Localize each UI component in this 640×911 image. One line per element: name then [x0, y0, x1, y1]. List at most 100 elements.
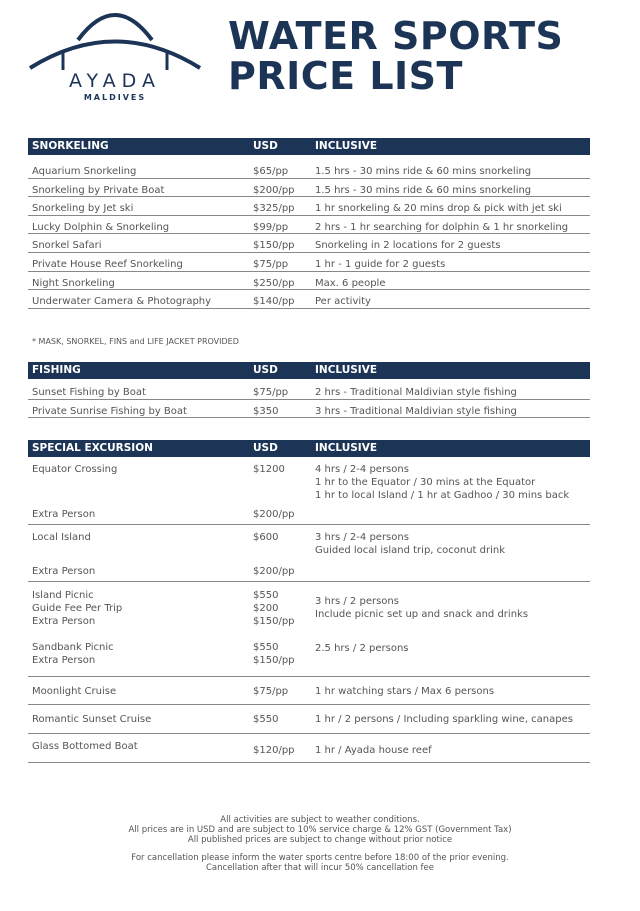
header-usd: USD — [253, 442, 278, 454]
activity-price: $150/pp — [253, 240, 295, 252]
activity-inclusive: 3 hrs / 2-4 persons — [315, 532, 409, 543]
table-header: SPECIAL EXCURSION USD INCLUSIVE — [28, 440, 590, 457]
extra-price: $200/pp — [253, 566, 295, 577]
activity-price: $65/pp — [253, 166, 289, 177]
footer-line: Cancellation after that will incur 50% c… — [205, 863, 434, 873]
activity-price: $99/pp — [253, 221, 289, 233]
activity-inclusive: Include picnic set up and snack and drin… — [315, 609, 529, 620]
page-title-line2: PRICE LIST — [228, 54, 463, 98]
activity-inclusive: 1 hr - 1 guide for 2 guests — [315, 258, 446, 270]
table-row: Private House Reef Snorkeling $75/pp 1 hr … — [28, 253, 590, 272]
activity-name: Underwater Camera & Photography — [32, 296, 212, 308]
header-activity: FISHING — [32, 364, 81, 376]
table-row: Island Picnic Guide Fee Per Trip Extra P… — [28, 582, 590, 677]
activity-inclusive: 1 hr / Ayada house reef — [315, 745, 432, 756]
activity-price: $75/pp — [253, 387, 289, 398]
activity-name: Night Snorkeling — [32, 277, 115, 289]
extra-person: Extra Person — [32, 566, 96, 577]
activity-inclusive: 1 hr watching stars / Max 6 persons — [315, 686, 495, 697]
activity-inclusive: 2.5 hrs / 2 persons — [315, 643, 409, 654]
activity-price: $75/pp — [253, 686, 289, 697]
activity-price: $1200 — [253, 464, 285, 475]
activity-inclusive: Per activity — [315, 296, 371, 308]
activity-price: $75/pp — [253, 258, 289, 270]
activity-inclusive: 1.5 hrs - 30 mins ride & 60 mins snorkel… — [315, 166, 532, 177]
table-row: Romantic Sunset Cruise $550 1 hr / 2 per… — [28, 705, 590, 734]
footer-line: For cancellation please inform the water… — [131, 853, 509, 863]
table-header: SNORKELING USD INCLUSIVE — [28, 138, 590, 155]
activity-price: $325/pp — [253, 203, 295, 215]
activity-price: $550 — [253, 714, 279, 725]
activity-price: $600 — [253, 532, 279, 543]
header-inclusive: INCLUSIVE — [315, 364, 378, 376]
table-row: Glass Bottomed Boat $120/pp 1 hr / Ayada… — [28, 734, 590, 763]
activity-price: $120/pp — [253, 745, 295, 756]
activity-name: Glass Bottomed Boat — [32, 741, 138, 752]
table-row: Snorkeling by Private Boat $200/pp 1.5 hrs… — [28, 179, 590, 198]
activity-price: $250/pp — [253, 277, 295, 289]
footer-line: All published prices are subject to chan… — [187, 835, 453, 845]
activity-price: $140/pp — [253, 296, 295, 308]
activity-name: Snorkel Safari — [32, 240, 102, 252]
activity-name: Local Island — [32, 532, 91, 543]
activity-price: $550 — [253, 590, 279, 601]
activity-name: Extra Person — [32, 616, 96, 627]
activity-price: $350 — [253, 405, 279, 417]
activity-name: Private Sunrise Fishing by Boat — [32, 405, 187, 417]
table-row: Aquarium Snorkeling $65/pp 1.5 hrs - 30 mi… — [28, 160, 590, 179]
activity-name: Moonlight Cruise — [32, 686, 117, 697]
activity-name: Snorkeling by Jet ski — [32, 203, 134, 215]
footer-line: All activities are subject to weather co… — [220, 815, 420, 825]
footer-cancellation: For cancellation please inform the water… — [0, 853, 640, 873]
activity-price: $200/pp — [253, 184, 295, 196]
activity-name: Snorkeling by Private Boat — [32, 184, 165, 196]
activity-name: Lucky Dolphin & Snorkeling — [32, 221, 170, 233]
footer-line: All prices are in USD and are subject to… — [128, 825, 512, 835]
activity-price: $150/pp — [253, 655, 295, 666]
activity-price: $150/pp — [253, 616, 295, 627]
brand-name: AYADA — [69, 70, 161, 92]
fishing-table: FISHING USD INCLUSIVE Sunset Fishing by … — [28, 362, 590, 418]
activity-name: Sandbank Picnic — [32, 642, 114, 653]
activity-inclusive: 3 hrs / 2 persons — [315, 596, 399, 607]
table-header: FISHING USD INCLUSIVE — [28, 362, 590, 379]
activity-name: Aquarium Snorkeling — [32, 166, 137, 177]
footer-terms: All activities are subject to weather co… — [0, 815, 640, 845]
activity-inclusive: 3 hrs - Traditional Maldivian style fish… — [315, 405, 517, 417]
table-row: Sunset Fishing by Boat $75/pp 2 hrs - Trad… — [28, 381, 590, 400]
activity-name: Island Picnic — [32, 590, 94, 601]
activity-price: $550 — [253, 642, 279, 653]
header-usd: USD — [253, 140, 278, 152]
activity-inclusive: 1.5 hrs - 30 mins ride & 60 mins snorkel… — [315, 184, 532, 196]
table-row: Night Snorkeling $250/pp Max. 6 people — [28, 272, 590, 291]
snorkeling-table: SNORKELING USD INCLUSIVE Aquarium Snorke… — [28, 138, 590, 309]
activity-inclusive: 1 hr to the Equator / 30 mins at the Equ… — [315, 477, 536, 488]
table-row: Snorkel Safari $150/pp Snorkeling in 2 loc… — [28, 234, 590, 253]
activity-inclusive: 2 hrs - 1 hr searching for dolphin & 1 h… — [315, 221, 569, 233]
activity-inclusive: Snorkeling in 2 locations for 2 guests — [315, 240, 501, 252]
table-row: Snorkeling by Jet ski $325/pp 1 hr snorkel… — [28, 197, 590, 216]
activity-name: Extra Person — [32, 655, 96, 666]
extra-person: Extra Person — [32, 509, 96, 520]
activity-name: Romantic Sunset Cruise — [32, 714, 152, 725]
header-inclusive: INCLUSIVE — [315, 140, 378, 152]
activity-inclusive: 1 hr snorkeling & 20 mins drop & pick wi… — [315, 203, 562, 215]
activity-inclusive: 1 hr to local Island / 1 hr at Gadhoo / … — [315, 490, 570, 501]
brand-sub: MALDIVES — [83, 93, 147, 102]
activity-inclusive: 1 hr / 2 persons / Including sparkling w… — [315, 714, 573, 725]
header-activity: SPECIAL EXCURSION — [32, 442, 153, 454]
activity-price: $200 — [253, 603, 279, 614]
equipment-note: * MASK, SNORKEL, FINS and LIFE JACKET PR… — [32, 337, 239, 346]
page-title-line1: WATER SPORTS — [228, 14, 564, 58]
table-row: Lucky Dolphin & Snorkeling $99/pp 2 hrs - … — [28, 216, 590, 235]
header-activity: SNORKELING — [32, 140, 109, 152]
extra-price: $200/pp — [253, 509, 295, 520]
table-row: Underwater Camera & Photography $140/pp Pe… — [28, 290, 590, 309]
header-inclusive: INCLUSIVE — [315, 442, 378, 454]
activity-name: Private House Reef Snorkeling — [32, 258, 183, 270]
table-row: Local Island $600 3 hrs / 2-4 persons Gu… — [28, 525, 590, 582]
table-row: Equator Crossing $1200 4 hrs / 2-4 perso… — [28, 457, 590, 525]
activity-inclusive: 4 hrs / 2-4 persons — [315, 464, 409, 475]
activity-name: Equator Crossing — [32, 464, 118, 475]
